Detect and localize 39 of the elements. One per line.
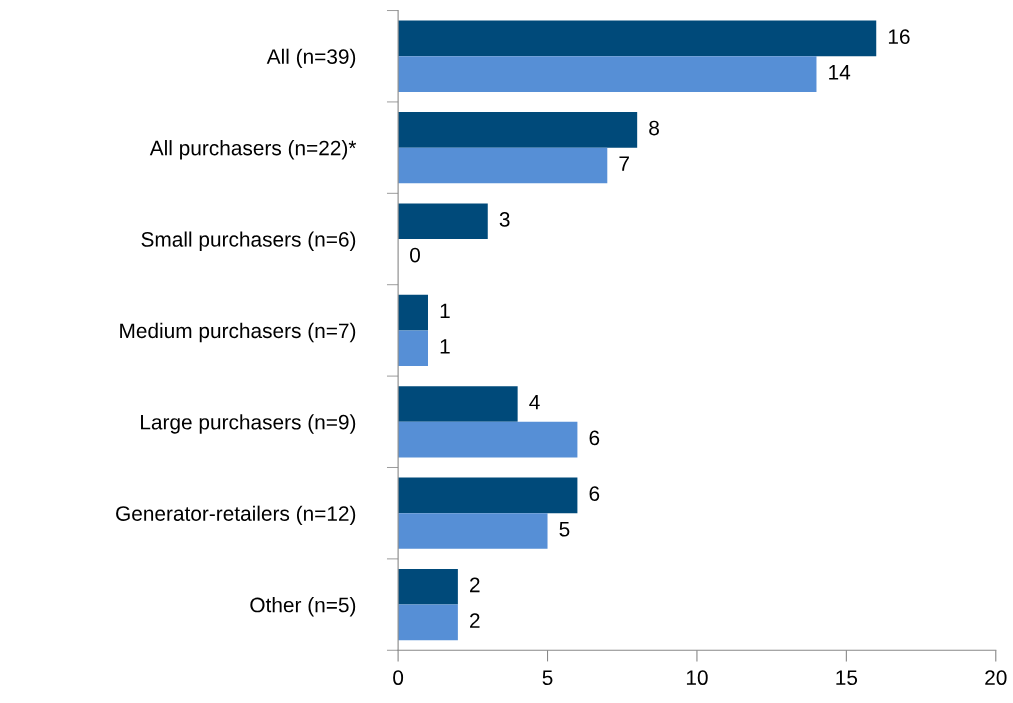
y-tick-label: Medium purchasers (n=7) bbox=[120, 322, 356, 343]
bar bbox=[398, 294, 428, 331]
bar bbox=[398, 147, 608, 184]
bar bbox=[398, 20, 877, 57]
y-tick-label: All purchasers (n=22)* bbox=[149, 140, 357, 160]
data-label: 6 bbox=[589, 430, 600, 446]
data-label: 4 bbox=[529, 395, 540, 410]
data-label: 2 bbox=[470, 613, 480, 628]
data-label: 14 bbox=[829, 65, 851, 80]
data-label: 3 bbox=[499, 212, 510, 227]
bar bbox=[398, 513, 548, 549]
x-tick-label: 0 bbox=[393, 670, 404, 686]
x-tick-label: 10 bbox=[686, 670, 708, 686]
bar bbox=[398, 477, 578, 514]
bar bbox=[398, 330, 428, 367]
bar bbox=[398, 421, 578, 458]
y-tick-label: Other (n=5) bbox=[250, 597, 356, 617]
data-label: 16 bbox=[888, 29, 910, 45]
y-tick-label: Small purchasers (n=6) bbox=[141, 231, 356, 251]
bar bbox=[398, 568, 458, 605]
data-label: 0 bbox=[410, 247, 420, 263]
y-tick-label: Generator-retailers (n=12) bbox=[116, 505, 356, 526]
data-label: 7 bbox=[619, 156, 629, 171]
data-label: 1 bbox=[440, 339, 450, 354]
x-tick-label: 5 bbox=[542, 670, 553, 686]
data-label: 5 bbox=[559, 522, 570, 537]
x-tick-label: 15 bbox=[836, 670, 858, 686]
data-label: 2 bbox=[470, 577, 480, 593]
x-tick-label: 20 bbox=[985, 670, 1007, 686]
y-tick-label: Large purchasers (n=9) bbox=[141, 414, 356, 434]
y-tick-label: All (n=39) bbox=[266, 48, 356, 69]
bar bbox=[398, 604, 458, 641]
bar bbox=[398, 203, 488, 240]
bar bbox=[398, 56, 817, 92]
bar bbox=[398, 386, 518, 422]
bar bbox=[398, 111, 638, 148]
data-label: 6 bbox=[589, 486, 600, 501]
data-label: 8 bbox=[649, 120, 659, 136]
data-label: 1 bbox=[440, 303, 450, 318]
